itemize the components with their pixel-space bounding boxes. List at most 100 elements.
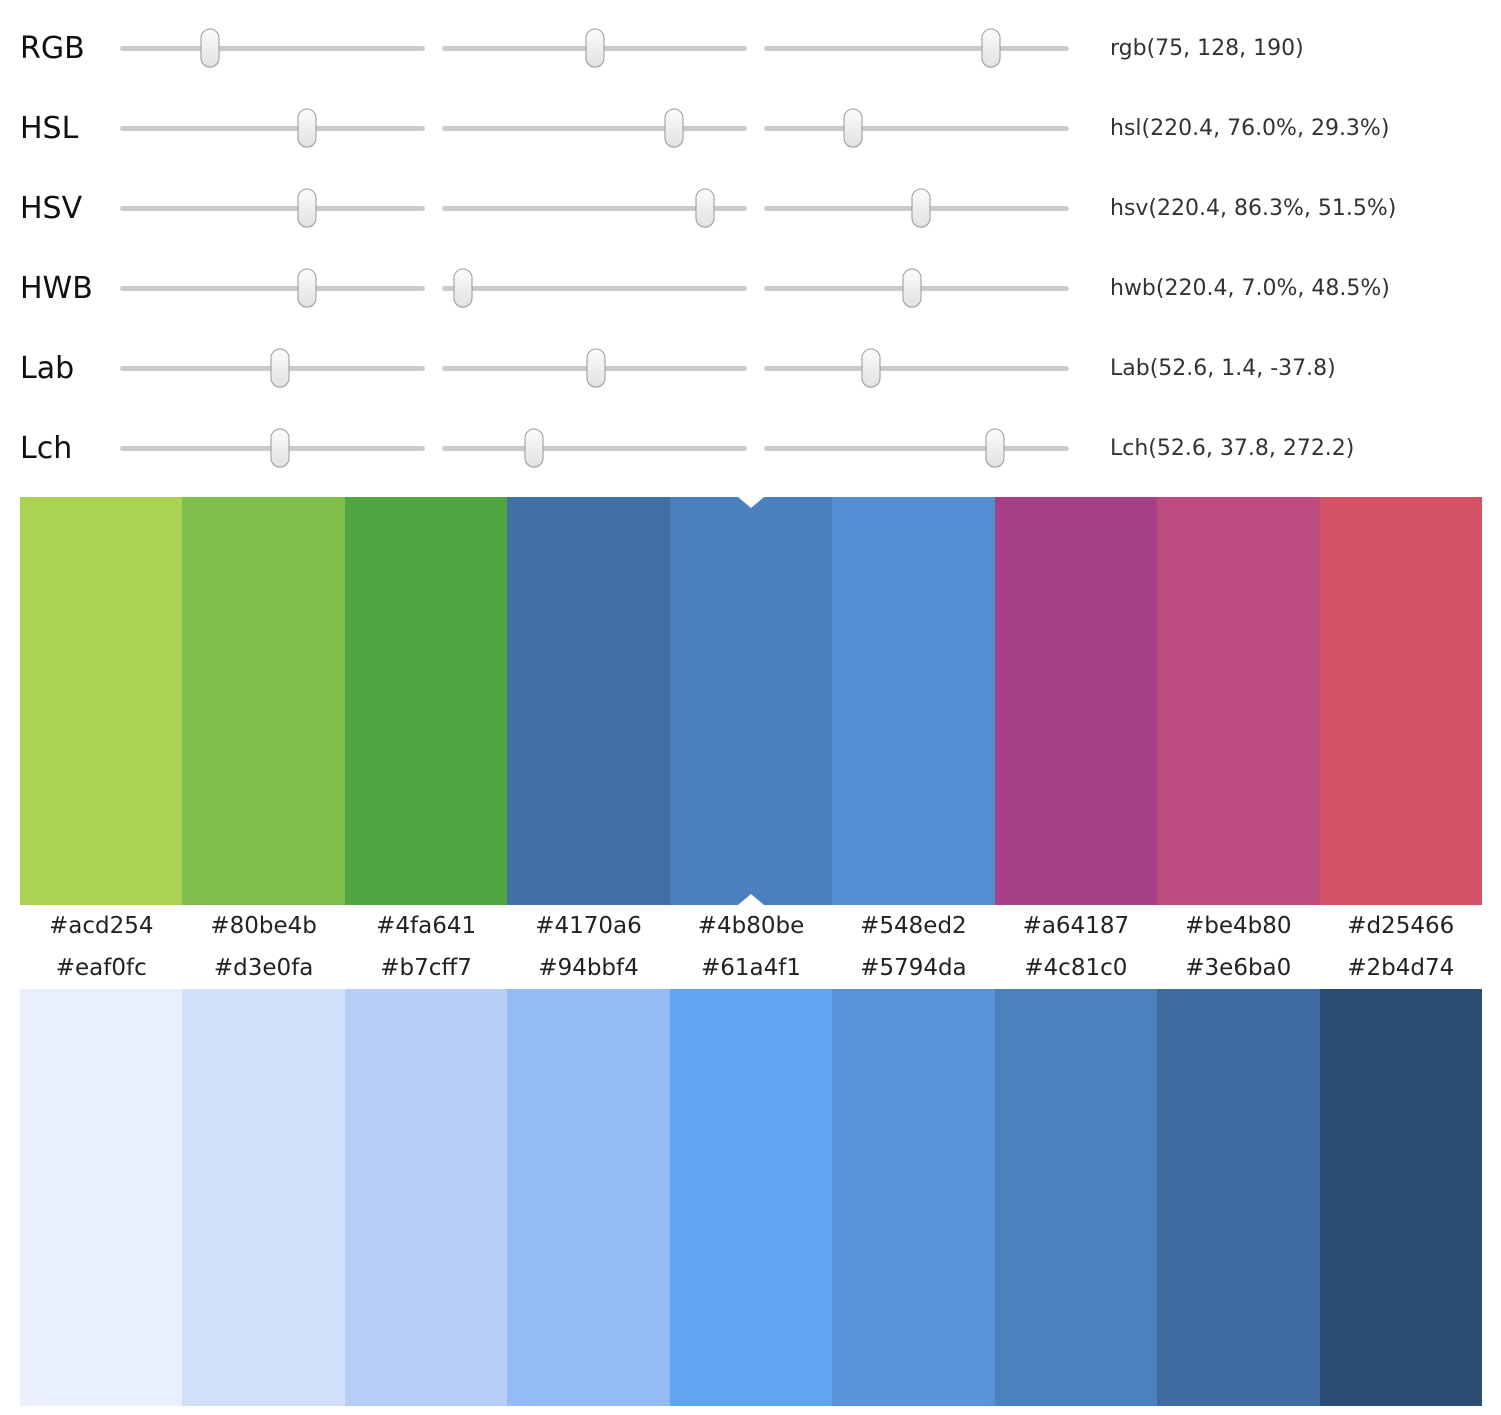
slider-track-line (442, 125, 747, 131)
hex-label: #94bbf4 (538, 955, 639, 981)
slider-thumb[interactable] (586, 348, 606, 388)
slider-track-line (764, 365, 1069, 371)
palette-shade-hex-labels: #eaf0fc #d3e0fa #b7cff7 #94bbf4 #61a4f1 … (20, 947, 1482, 989)
hex-label: #3e6ba0 (1185, 955, 1292, 981)
slider-track-2[interactable] (442, 266, 747, 310)
slider-track-line (442, 205, 747, 211)
palette-swatch[interactable] (994, 989, 1158, 1406)
slider-thumb[interactable] (297, 268, 317, 308)
color-space-sliders: RGB rgb(75, 128, 190) HSL hsl(220.4, (0, 0, 1501, 488)
hex-label: #a64187 (1022, 913, 1130, 939)
palette-swatch[interactable] (832, 497, 995, 905)
slider-row-hwb: HWB hwb(220.4, 7.0%, 48.5%) (0, 248, 1501, 328)
palette-swatch[interactable] (1157, 989, 1320, 1406)
slider-thumb[interactable] (585, 28, 605, 68)
slider-track-1[interactable] (120, 426, 425, 470)
slider-track-2[interactable] (442, 346, 747, 390)
hex-label: #acd254 (48, 913, 154, 939)
palette-swatch[interactable] (507, 497, 670, 905)
slider-row-lch: Lch Lch(52.6, 37.8, 272.2) (0, 408, 1501, 488)
slider-track-3[interactable] (764, 426, 1069, 470)
slider-track-line (120, 205, 425, 211)
slider-thumb[interactable] (270, 348, 290, 388)
slider-track-3[interactable] (764, 106, 1069, 150)
slider-row-label: Lch (20, 430, 73, 466)
hex-label: #5794da (860, 955, 967, 981)
hex-label: #eaf0fc (55, 955, 147, 981)
slider-thumb[interactable] (297, 188, 317, 228)
slider-row-label: HWB (20, 270, 93, 306)
slider-track-2[interactable] (442, 186, 747, 230)
slider-thumb[interactable] (297, 108, 317, 148)
palette-shade-band (20, 989, 1482, 1406)
slider-value-readout: rgb(75, 128, 190) (1110, 35, 1304, 61)
slider-track-line (120, 45, 425, 51)
palette-swatch[interactable] (507, 989, 670, 1406)
slider-thumb[interactable] (843, 108, 863, 148)
palette-swatch[interactable] (344, 989, 508, 1406)
slider-track-line (442, 285, 747, 291)
slider-thumb[interactable] (524, 428, 543, 468)
slider-thumb[interactable] (664, 108, 684, 148)
palette-swatch[interactable] (20, 497, 183, 905)
slider-value-readout: Lch(52.6, 37.8, 272.2) (1110, 435, 1355, 461)
slider-track-3[interactable] (764, 26, 1069, 70)
slider-thumb[interactable] (200, 28, 220, 68)
slider-track-line (120, 125, 425, 131)
slider-row-lab: Lab Lab(52.6, 1.4, -37.8) (0, 328, 1501, 408)
hex-label: #4c81c0 (1024, 955, 1128, 981)
palette-hue-band (20, 497, 1482, 905)
palette-swatch[interactable] (994, 497, 1158, 905)
slider-track-1[interactable] (120, 186, 425, 230)
palette-swatch[interactable] (669, 989, 833, 1406)
slider-track-2[interactable] (442, 26, 747, 70)
slider-row-hsv: HSV hsv(220.4, 86.3%, 51.5%) (0, 168, 1501, 248)
slider-row-hsl: HSL hsl(220.4, 76.0%, 29.3%) (0, 88, 1501, 168)
palette-swatch[interactable] (1319, 497, 1482, 905)
slider-thumb[interactable] (902, 268, 922, 308)
slider-track-1[interactable] (120, 346, 425, 390)
hex-label: #be4b80 (1185, 913, 1292, 939)
slider-thumb[interactable] (981, 28, 1001, 68)
slider-thumb[interactable] (695, 188, 715, 228)
slider-track-line (764, 125, 1069, 131)
slider-thumb[interactable] (453, 268, 473, 308)
slider-track-2[interactable] (442, 106, 747, 150)
palette-swatch-selected[interactable] (669, 497, 833, 905)
slider-track-3[interactable] (764, 186, 1069, 230)
slider-track-line (120, 285, 425, 291)
hex-label: #b7cff7 (380, 955, 472, 981)
hex-label: #d3e0fa (213, 955, 314, 981)
slider-track-2[interactable] (442, 426, 747, 470)
slider-track-line (764, 45, 1069, 51)
slider-value-readout: hsv(220.4, 86.3%, 51.5%) (1110, 195, 1397, 221)
slider-thumb[interactable] (985, 428, 1005, 468)
slider-thumb[interactable] (861, 348, 881, 388)
slider-track-1[interactable] (120, 106, 425, 150)
palette-hue-hex-labels: #acd254 #80be4b #4fa641 #4170a6 #4b80be … (20, 905, 1482, 947)
slider-row-label: HSL (20, 110, 79, 146)
palette-swatch[interactable] (1319, 989, 1482, 1406)
hex-label: #4b80be (697, 913, 805, 939)
slider-track-1[interactable] (120, 266, 425, 310)
palette-swatch[interactable] (344, 497, 508, 905)
slider-thumb[interactable] (270, 428, 290, 468)
slider-track-1[interactable] (120, 26, 425, 70)
slider-track-line (442, 445, 747, 451)
palette-swatch[interactable] (832, 989, 995, 1406)
palette-swatch[interactable] (20, 989, 183, 1406)
palette-swatch[interactable] (182, 497, 345, 905)
hex-label: #2b4d74 (1347, 955, 1455, 981)
slider-row-label: Lab (20, 350, 75, 386)
hex-label: #4170a6 (535, 913, 642, 939)
palette-swatch[interactable] (1157, 497, 1320, 905)
slider-track-3[interactable] (764, 346, 1069, 390)
selection-notch-bottom-icon (737, 894, 764, 905)
hex-label: #548ed2 (860, 913, 967, 939)
selection-notch-top-icon (737, 497, 764, 508)
hex-label: #4fa641 (376, 913, 477, 939)
slider-track-3[interactable] (764, 266, 1069, 310)
slider-value-readout: Lab(52.6, 1.4, -37.8) (1110, 355, 1336, 381)
slider-thumb[interactable] (911, 188, 931, 228)
palette-swatch[interactable] (182, 989, 345, 1406)
